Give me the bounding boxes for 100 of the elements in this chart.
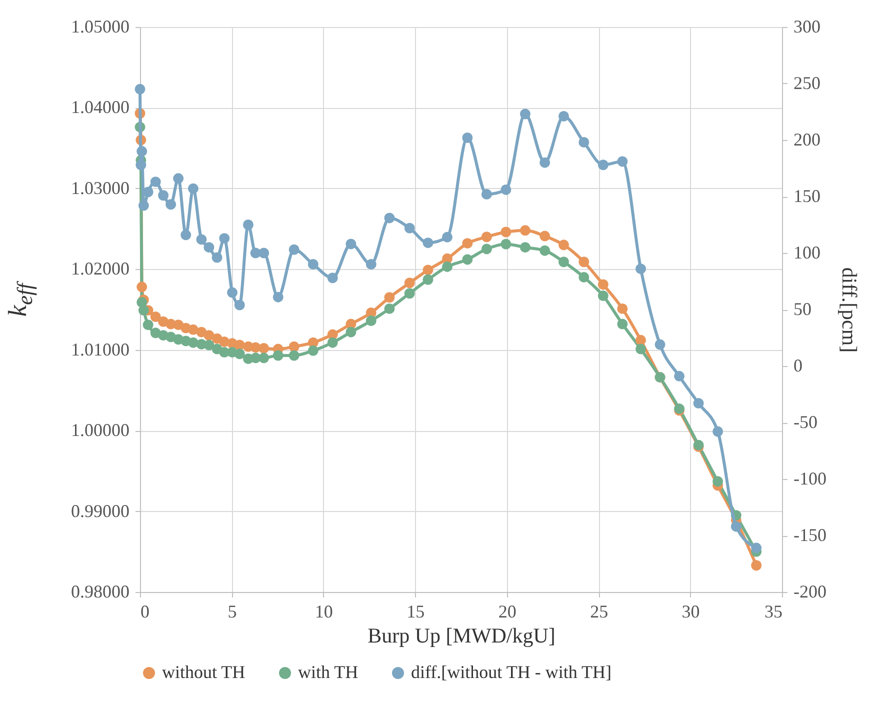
legend-label: diff.[without TH - with TH] — [411, 662, 612, 682]
point — [158, 190, 169, 201]
point — [558, 111, 569, 122]
point — [636, 264, 646, 274]
y-tick-label: 0.98000 — [71, 582, 130, 602]
y2-axis-title: diff.[pcm] — [837, 267, 862, 353]
x-tick-label: 10 — [314, 602, 333, 622]
y2-tick-label: 300 — [794, 16, 820, 36]
point — [481, 244, 492, 254]
point — [166, 199, 176, 210]
y2-tick-label: 200 — [794, 130, 820, 150]
point — [540, 157, 550, 168]
y-tick-label: 1.02000 — [71, 258, 130, 279]
point — [308, 345, 318, 356]
y2-tick-label: -200 — [794, 582, 826, 602]
point — [520, 225, 530, 236]
point — [288, 244, 300, 255]
y2-tick-label: -150 — [794, 525, 826, 545]
point — [540, 245, 550, 256]
point — [481, 232, 492, 242]
point — [730, 521, 742, 532]
point — [598, 279, 608, 290]
point — [227, 287, 238, 298]
y2-tick-label: 50 — [794, 299, 812, 319]
point — [462, 238, 473, 249]
point — [136, 160, 146, 170]
point — [136, 282, 148, 292]
point — [188, 324, 198, 335]
x-tick-label: 15 — [406, 602, 425, 622]
x-tick-label: 25 — [590, 602, 608, 622]
point — [180, 230, 192, 240]
point — [442, 261, 452, 272]
x-axis-title: Burp Up [MWD/kgU] — [368, 624, 556, 648]
point — [219, 233, 230, 244]
point — [520, 108, 530, 120]
point — [500, 184, 512, 195]
point — [693, 398, 704, 409]
y2-tick-label: 150 — [794, 186, 820, 206]
point — [751, 560, 762, 571]
point — [308, 259, 318, 270]
point — [558, 240, 569, 250]
x-tick-label: 30 — [682, 602, 700, 622]
legend-label: with TH — [298, 662, 358, 682]
x-tick-label: 5 — [228, 602, 237, 622]
point — [558, 256, 569, 268]
point — [578, 256, 590, 268]
point — [150, 176, 161, 188]
point — [712, 426, 724, 437]
point — [366, 316, 376, 326]
point — [272, 350, 284, 361]
point — [712, 476, 724, 487]
point — [234, 348, 245, 360]
point — [346, 326, 356, 338]
point — [142, 320, 154, 330]
point — [234, 300, 245, 310]
point — [258, 248, 270, 258]
point — [134, 84, 146, 94]
point — [404, 278, 415, 288]
point — [258, 352, 270, 364]
point — [138, 305, 149, 316]
point — [288, 341, 300, 352]
y-tick-label: 1.05000 — [71, 16, 130, 36]
point — [212, 252, 222, 263]
point — [422, 238, 434, 248]
point — [636, 344, 646, 354]
y-tick-label: 1.04000 — [71, 97, 130, 118]
point — [327, 272, 338, 284]
point — [598, 160, 608, 170]
point — [327, 337, 338, 348]
point — [422, 264, 434, 276]
y2-tick-label: 100 — [794, 242, 820, 262]
legend-label: without TH — [162, 662, 246, 682]
point — [242, 220, 254, 230]
point — [422, 274, 434, 285]
point — [404, 222, 415, 234]
point — [138, 200, 149, 211]
point — [674, 370, 685, 382]
point — [384, 303, 395, 314]
point — [617, 156, 628, 167]
point — [617, 318, 628, 330]
point — [366, 259, 376, 270]
point — [150, 312, 161, 322]
point — [520, 242, 530, 253]
point — [481, 189, 492, 200]
point — [346, 238, 356, 250]
point — [617, 303, 628, 314]
point — [404, 288, 415, 299]
point — [384, 212, 395, 224]
point — [654, 339, 666, 350]
y2-tick-label: -50 — [794, 412, 818, 432]
point — [462, 254, 473, 265]
y-tick-label: 1.00000 — [71, 420, 130, 440]
point — [751, 542, 762, 554]
y2-tick-label: 250 — [794, 73, 820, 93]
point — [598, 290, 608, 302]
point — [462, 132, 473, 143]
x-tick-label: 0 — [140, 602, 150, 622]
point — [136, 146, 148, 157]
point — [204, 242, 214, 253]
point — [578, 137, 590, 148]
